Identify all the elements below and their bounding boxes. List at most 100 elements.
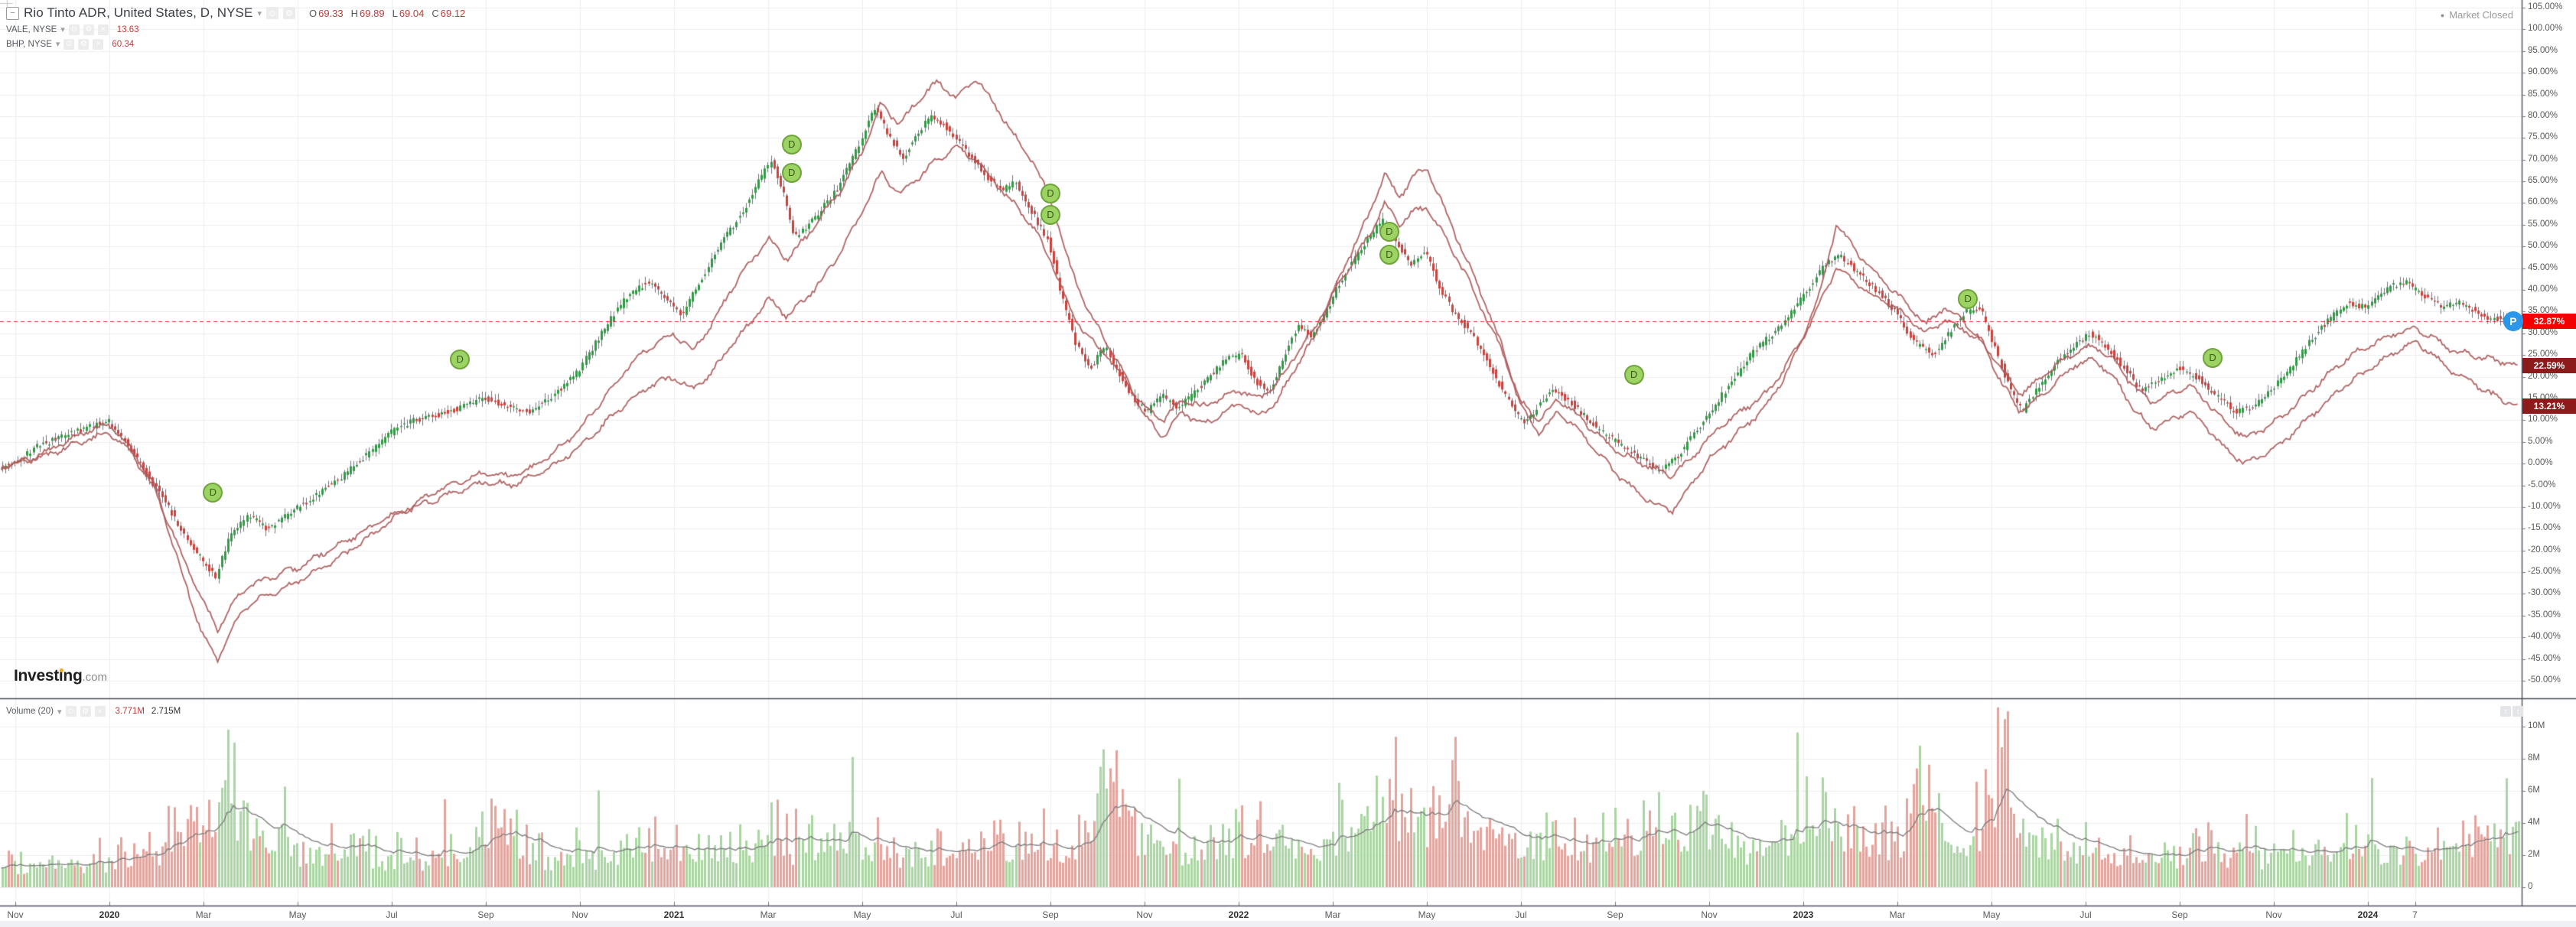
ohlc-label: H: [350, 7, 359, 19]
settings-gear-icon[interactable]: ⚙: [282, 7, 295, 19]
dividend-marker[interactable]: D: [1379, 245, 1399, 265]
date-axis-tick: May: [1982, 909, 2001, 920]
compare-rows: VALE, NYSE ▾ ⊙ ⚙ × 13.63 BHP, NYSE ▾ ⊙ ⚙ × 60.34: [6, 22, 465, 51]
ohlc-label: O: [308, 7, 318, 19]
settings-gear-icon[interactable]: ⚙: [80, 706, 91, 717]
dividend-marker[interactable]: D: [1040, 183, 1060, 203]
price-axis-tick: 65.00%: [2528, 176, 2558, 186]
price-axis-tick: 100.00%: [2528, 24, 2563, 34]
visibility-icon[interactable]: ⊙: [265, 7, 278, 19]
ohlc-value: 69.89: [360, 7, 385, 19]
price-axis-tick: 20.00%: [2528, 371, 2558, 381]
date-axis-tick: Sep: [477, 909, 494, 920]
price-axis-tick: 60.00%: [2528, 197, 2558, 207]
compare-symbol-value: 60.34: [112, 39, 135, 49]
date-axis-tick: Jul: [2079, 909, 2092, 920]
price-axis-tick: 80.00%: [2528, 110, 2558, 120]
resize-pane-icon[interactable]: ↕: [2512, 706, 2523, 717]
ohlc-l: L 69.04: [392, 8, 425, 19]
date-axis-tick: 2020: [99, 909, 120, 920]
dividend-marker[interactable]: D: [1958, 288, 1978, 309]
volume-ma-value: 2.715M: [151, 707, 181, 716]
compare-symbol-name[interactable]: BHP, NYSE: [6, 39, 52, 49]
compare-row: BHP, NYSE ▾ ⊙ ⚙ × 60.34: [6, 37, 465, 51]
visibility-icon[interactable]: ⊙: [68, 24, 80, 35]
ohlc-label: L: [392, 7, 398, 19]
ohlc-h: H 69.89: [351, 8, 385, 19]
dividend-marker[interactable]: D: [2203, 348, 2223, 369]
date-axis-tick: Nov: [2265, 909, 2282, 920]
position-marker[interactable]: P: [2503, 311, 2523, 331]
date-axis-tick: Jul: [1515, 909, 1527, 920]
close-icon[interactable]: ×: [94, 706, 106, 717]
visibility-icon[interactable]: ⊙: [64, 38, 75, 50]
price-axis-tick: 75.00%: [2528, 132, 2558, 142]
date-axis-tick: 7: [2412, 909, 2418, 920]
price-axis-tick: -20.00%: [2528, 545, 2561, 555]
dividend-marker[interactable]: D: [1379, 221, 1399, 242]
date-axis-tick: Nov: [7, 909, 24, 920]
chevron-down-icon[interactable]: ▾: [57, 707, 62, 717]
date-axis-tick: Sep: [2171, 909, 2188, 920]
close-icon[interactable]: ×: [97, 24, 109, 35]
dividend-marker[interactable]: D: [1623, 364, 1644, 385]
date-axis-tick: Nov: [1701, 909, 1718, 920]
symbol-title[interactable]: Rio Tinto ADR, United States, D, NYSE: [24, 5, 253, 20]
dividend-marker[interactable]: D: [781, 134, 802, 154]
price-axis-tick: 55.00%: [2528, 219, 2558, 229]
price-axis-tick: -45.00%: [2528, 653, 2561, 663]
price-label-main: 32.87%: [2522, 313, 2576, 329]
volume-axis-tick: 10M: [2528, 721, 2545, 730]
ohlc-values: O 69.33 H 69.89 L 69.04 C 69.12: [309, 8, 465, 19]
volume-axis-tick: 0: [2528, 882, 2533, 891]
price-axis-tick: -50.00%: [2528, 675, 2561, 685]
compare-row: VALE, NYSE ▾ ⊙ ⚙ × 13.63: [6, 22, 465, 37]
dividend-marker[interactable]: D: [1040, 204, 1060, 225]
volume-axis-tick: 4M: [2528, 818, 2540, 827]
chevron-down-icon[interactable]: ▾: [55, 40, 60, 49]
price-axis-tick: 10.00%: [2528, 415, 2558, 424]
dividend-marker[interactable]: D: [781, 163, 802, 184]
settings-gear-icon[interactable]: ⚙: [83, 24, 94, 35]
ohlc-o: O 69.33: [309, 8, 344, 19]
volume-legend: Volume (20) ▾ ⊙ ⚙ × 3.771M 2.715M: [6, 704, 181, 719]
date-axis-tick: Jul: [950, 909, 962, 920]
price-axis-tick: 90.00%: [2528, 67, 2558, 77]
ohlc-value: 69.04: [399, 7, 425, 19]
dividend-marker[interactable]: D: [450, 349, 471, 369]
close-icon[interactable]: ×: [93, 38, 104, 50]
ohlc-value: 69.33: [318, 7, 344, 19]
price-axis-tick: -15.00%: [2528, 523, 2561, 533]
pane-buttons: ↑ ↕: [2500, 706, 2523, 717]
settings-gear-icon[interactable]: ⚙: [78, 38, 90, 50]
volume-current-value: 3.771M: [115, 707, 145, 716]
logo-brand-text: Investing: [14, 667, 83, 685]
dividend-marker[interactable]: D: [203, 483, 223, 503]
main-symbol-row: − Rio Tinto ADR, United States, D, NYSE …: [6, 4, 465, 22]
chevron-down-icon[interactable]: ▾: [60, 25, 65, 34]
date-axis-tick: May: [288, 909, 307, 920]
price-axis-tick: 5.00%: [2528, 436, 2553, 446]
compare-symbol-value: 13.63: [116, 24, 139, 34]
visibility-icon[interactable]: ⊙: [65, 706, 77, 717]
date-axis-tick: Nov: [1136, 909, 1153, 920]
legend: − Rio Tinto ADR, United States, D, NYSE …: [6, 4, 465, 51]
volume-axis-tick: 8M: [2528, 753, 2540, 763]
price-axis-tick: -5.00%: [2528, 480, 2556, 490]
compare-symbol-name[interactable]: VALE, NYSE: [6, 24, 57, 34]
price-axis-tick: -10.00%: [2528, 501, 2561, 511]
date-axis-tick: 2024: [2357, 909, 2379, 920]
price-axis-tick: -35.00%: [2528, 610, 2561, 620]
chevron-down-icon[interactable]: ▾: [257, 8, 262, 18]
volume-title[interactable]: Volume (20): [6, 707, 54, 716]
date-axis-tick: Jul: [386, 909, 398, 920]
move-pane-up-icon[interactable]: ↑: [2500, 706, 2511, 717]
market-status: ● Market Closed: [2441, 9, 2513, 21]
collapse-legend-icon[interactable]: −: [6, 6, 19, 20]
bottom-scroll-strip[interactable]: [0, 921, 2576, 927]
price-axis-tick: 50.00%: [2528, 241, 2558, 251]
price-axis-tick: -40.00%: [2528, 632, 2561, 642]
date-axis-tick: Sep: [1607, 909, 1623, 920]
